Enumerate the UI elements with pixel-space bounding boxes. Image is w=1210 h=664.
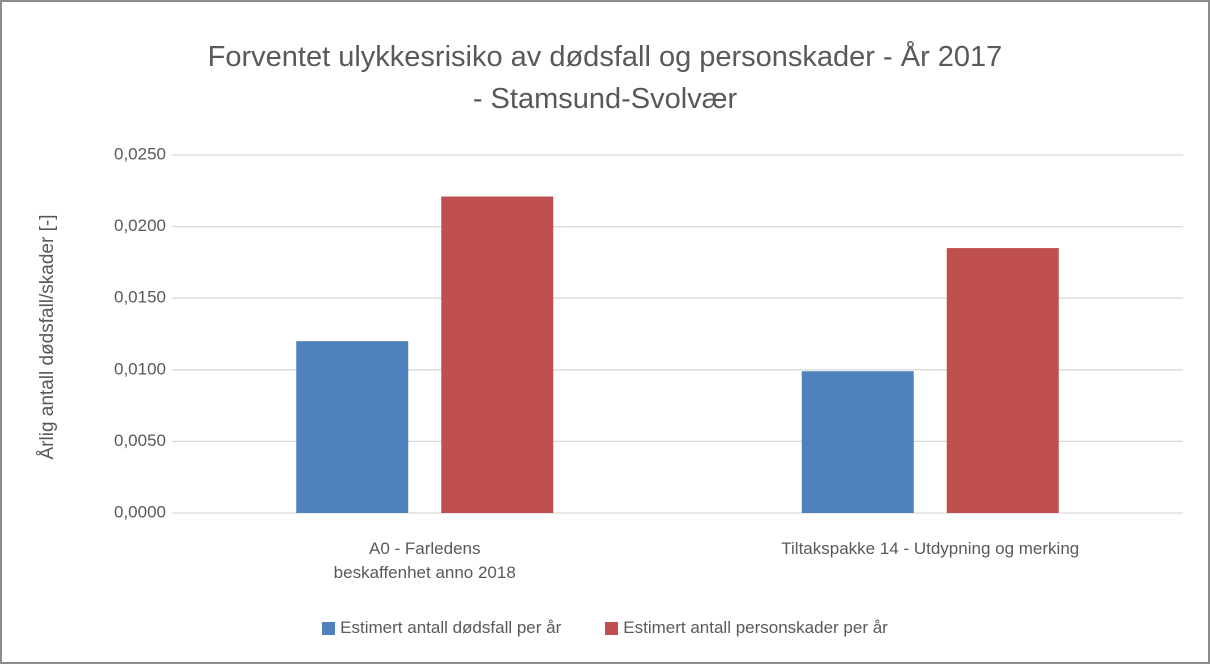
- legend-label: Estimert antall dødsfall per år: [340, 618, 562, 637]
- bar: [296, 341, 409, 513]
- y-tick-label: 0,0050: [114, 431, 166, 450]
- y-tick-label: 0,0150: [114, 288, 166, 307]
- legend-swatch: [605, 621, 619, 635]
- y-tick-label: 0,0100: [114, 359, 166, 378]
- bar: [441, 196, 554, 513]
- x-tick-label: A0 - Farledens beskaffenhet anno 2018: [333, 539, 516, 582]
- x-tick-label: Tiltakspakke 14 - Utdypning og merking: [781, 539, 1080, 558]
- legend: Estimert antall dødsfall per år Estimert …: [2, 618, 1208, 638]
- legend-item: Estimert antall personskader per år: [605, 618, 888, 638]
- y-tick-label: 0,0000: [114, 502, 166, 521]
- bar: [801, 371, 914, 513]
- y-tick-label: 0,0200: [114, 216, 166, 235]
- bar: [946, 248, 1059, 513]
- legend-item: Estimert antall dødsfall per år: [322, 618, 561, 638]
- legend-label: Estimert antall personskader per år: [623, 618, 888, 637]
- legend-swatch: [322, 621, 336, 635]
- y-tick-label: 0,0250: [114, 144, 166, 163]
- chart-title: Forventet ulykkesrisiko av dødsfall og p…: [207, 41, 1003, 115]
